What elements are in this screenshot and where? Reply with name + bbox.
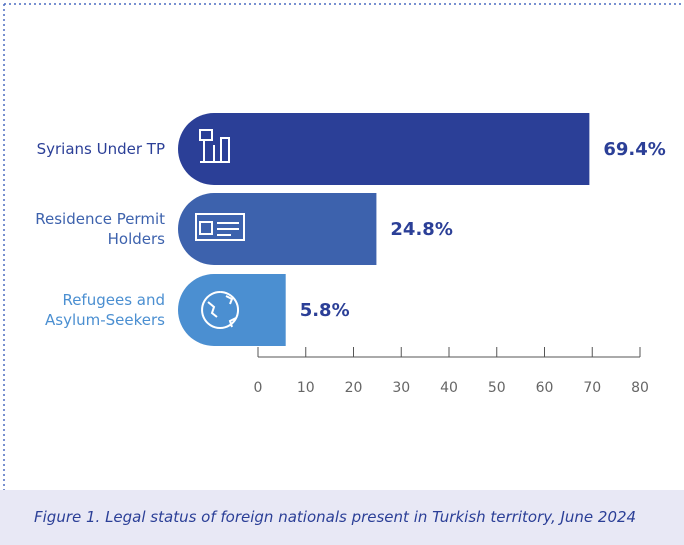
value-label: 24.8%: [390, 219, 452, 240]
bar-icon: [199, 129, 230, 163]
category-label: Syrians Under TP: [36, 140, 165, 158]
x-tick-label: 80: [631, 380, 649, 396]
x-tick-label: 20: [345, 380, 363, 396]
value-label: 69.4%: [603, 139, 665, 160]
category-label: Residence Permit Holders: [35, 210, 165, 248]
category-label: Refugees and Asylum-Seekers: [45, 291, 165, 329]
bar: [178, 113, 590, 185]
x-tick-label: 60: [536, 380, 554, 396]
bar-icon: [195, 213, 245, 241]
x-tick-label: 70: [583, 380, 601, 396]
x-tick-label: 30: [392, 380, 410, 396]
bar: [178, 274, 286, 346]
x-tick-label: 50: [488, 380, 506, 396]
x-tick-label: 40: [440, 380, 458, 396]
x-tick-label: 0: [254, 380, 263, 396]
bar: [178, 193, 377, 265]
value-label: 5.8%: [300, 300, 350, 321]
bar-icon: [201, 291, 240, 329]
caption: Figure 1. Legal status of foreign nation…: [0, 490, 684, 545]
x-tick-label: 10: [297, 380, 315, 396]
